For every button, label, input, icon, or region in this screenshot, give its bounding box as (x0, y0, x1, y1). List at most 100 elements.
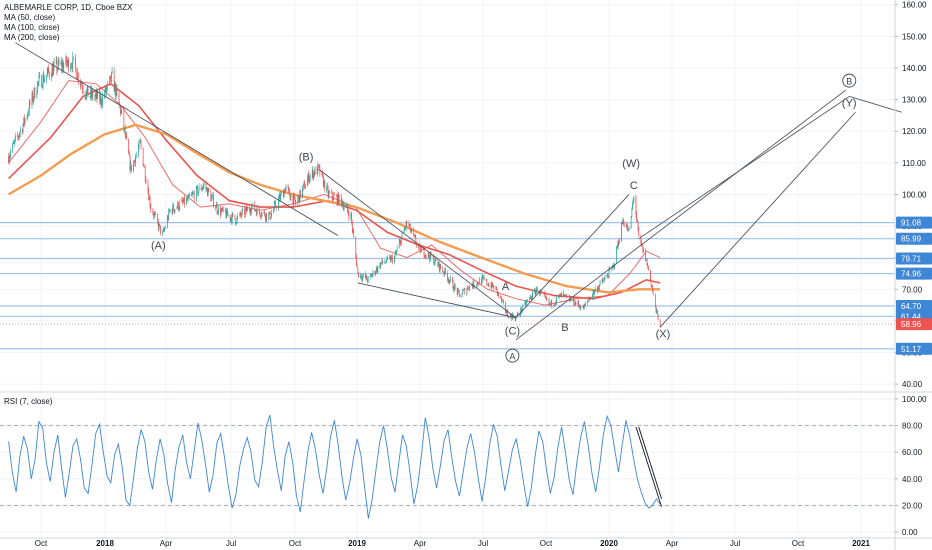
candle-body (318, 165, 320, 167)
candle-body (276, 206, 277, 208)
candle-body (288, 188, 290, 190)
candle-body (578, 301, 580, 306)
candle-body (630, 216, 632, 229)
candle-body (184, 197, 185, 205)
ma200-legend[interactable]: MA (200, close) (4, 33, 60, 42)
price-level-label: 61.44 (901, 312, 922, 321)
candle-body (302, 184, 304, 188)
rsi-line (8, 414, 661, 519)
candle-body (482, 276, 484, 278)
candle-body (142, 147, 144, 166)
candle-body (543, 292, 545, 295)
candle-body (269, 212, 271, 219)
candle-body (135, 154, 137, 157)
candle-body (380, 263, 382, 264)
candle-body (418, 245, 419, 248)
candle-body (487, 284, 489, 287)
candle-body (655, 305, 657, 312)
candle-body (613, 265, 615, 268)
candle-body (425, 254, 427, 257)
rsi-tick-label: 60.00 (902, 448, 923, 457)
candle-body (656, 310, 658, 312)
candle-body (483, 276, 484, 278)
candle-body (454, 284, 455, 291)
candle-body (144, 166, 145, 168)
candle-body (532, 292, 533, 299)
candle-body (434, 262, 435, 265)
candle-body (565, 294, 566, 296)
candle-body (229, 215, 231, 220)
candle-body (453, 288, 455, 291)
candle-body (235, 219, 236, 224)
candle-body (249, 210, 251, 213)
candle-body (193, 193, 194, 194)
candle-body (434, 258, 436, 263)
candle-body (186, 198, 187, 205)
candle-body (39, 75, 40, 77)
last-price-label: 58.96 (901, 320, 922, 329)
wave-label: (Y) (842, 98, 857, 110)
candle-body (52, 66, 54, 76)
last-price-badge (896, 318, 932, 331)
candle-body (19, 130, 21, 134)
candle-body (606, 275, 608, 277)
candle-body (46, 72, 48, 76)
candle-body (611, 267, 613, 270)
ma50-legend[interactable]: MA (50, close) (4, 13, 56, 22)
candle-body (245, 206, 247, 210)
candle-body (502, 300, 504, 302)
candle-body (456, 287, 458, 295)
candle-body (405, 221, 407, 229)
candle-body (503, 300, 504, 303)
candle-body (394, 256, 395, 263)
candle-body (196, 186, 198, 188)
candle-body (467, 287, 469, 290)
candle-body (396, 248, 398, 252)
candle-body (577, 301, 579, 305)
candle-body (539, 290, 541, 295)
candle-body (125, 135, 127, 137)
rsi-title[interactable]: RSI (7, close) (4, 397, 53, 406)
candle-body (44, 79, 45, 82)
candle-body (442, 268, 444, 272)
candle-body (263, 211, 265, 213)
candle-body (420, 245, 421, 253)
candle-body (616, 246, 618, 248)
candle-body (42, 86, 43, 88)
rsi-trend-line (638, 426, 662, 499)
candle-body (240, 212, 241, 216)
symbol-title[interactable]: ALBEMARLE CORP, 1D, Cboe BZX (4, 3, 133, 12)
candle-body (585, 303, 586, 306)
candle-body (625, 226, 627, 227)
candle-body (445, 268, 446, 273)
candle-body (178, 202, 179, 210)
candle-body (621, 223, 623, 224)
candle-body (599, 281, 601, 286)
candle-body (73, 56, 74, 58)
candle-body (584, 304, 586, 306)
candle-body (187, 196, 189, 201)
candle-body (313, 172, 314, 179)
candle-body (167, 217, 169, 220)
candle-body (149, 197, 151, 207)
candle-body (168, 210, 170, 220)
candle-body (149, 197, 150, 200)
candle-body (555, 302, 557, 304)
candle-body (28, 112, 29, 114)
price-tick-label: 100.00 (902, 190, 927, 199)
candle-body (67, 59, 69, 64)
candle-body (183, 197, 185, 203)
candle-body (143, 165, 145, 167)
candle-body (106, 83, 108, 88)
candle-body (264, 216, 266, 220)
candle-body (561, 292, 562, 297)
price-level-badge (896, 342, 932, 355)
candle-body (227, 215, 229, 216)
candle-body (37, 81, 38, 93)
candle-body (567, 296, 569, 297)
candle-body (565, 294, 567, 297)
candle-body (645, 248, 646, 261)
candle-body (237, 215, 239, 217)
ma100-legend[interactable]: MA (100, close) (4, 23, 60, 32)
candle-body (583, 304, 585, 310)
